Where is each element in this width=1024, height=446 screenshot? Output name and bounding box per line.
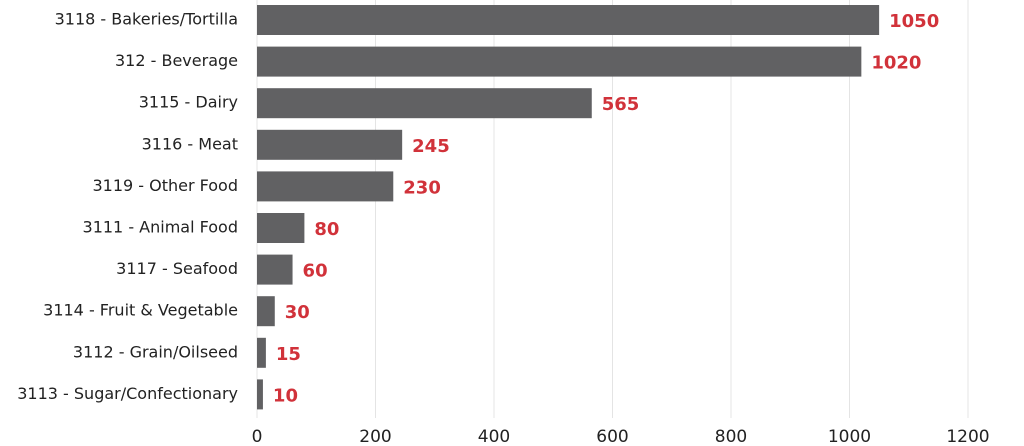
bar (257, 296, 275, 327)
category-label: 3118 - Bakeries/Tortilla (55, 10, 238, 29)
category-label: 3117 - Seafood (116, 259, 238, 278)
data-label: 230 (403, 177, 441, 198)
x-tick-label: 200 (359, 427, 391, 446)
bar (257, 46, 862, 77)
category-label: 3113 - Sugar/Confectionary (17, 384, 238, 403)
data-label: 1050 (889, 11, 939, 32)
data-label: 15 (276, 344, 301, 365)
x-axis-ticks: 0 200 400 600 800 1000 1200 (252, 427, 990, 446)
category-label: 3111 - Animal Food (83, 218, 238, 237)
x-tick-label: 600 (596, 427, 628, 446)
bar (257, 129, 403, 160)
x-tick-label: 0 (252, 427, 263, 446)
bar (257, 337, 266, 368)
x-tick-label: 800 (715, 427, 747, 446)
data-label: 60 (303, 261, 328, 282)
x-tick-label: 400 (478, 427, 510, 446)
x-tick-label: 1000 (828, 427, 871, 446)
data-label: 245 (412, 136, 450, 157)
bar (257, 171, 394, 202)
bar (257, 5, 880, 35)
data-label: 10 (273, 385, 298, 406)
data-labels: 1050 1020 565 245 230 80 60 30 15 10 (273, 11, 939, 406)
bars (257, 5, 880, 410)
data-label: 80 (314, 219, 339, 240)
category-label: 3112 - Grain/Oilseed (73, 342, 238, 361)
category-label: 3115 - Dairy (139, 93, 238, 112)
bar (257, 379, 263, 410)
category-label: 3119 - Other Food (92, 176, 238, 195)
category-label: 3114 - Fruit & Vegetable (43, 301, 238, 320)
data-label: 1020 (871, 53, 921, 74)
category-label: 3116 - Meat (142, 134, 238, 153)
x-tick-label: 1200 (946, 427, 989, 446)
category-labels: 3118 - Bakeries/Tortilla 312 - Beverage 31… (17, 10, 238, 403)
data-label: 565 (602, 94, 640, 115)
data-label: 30 (285, 302, 310, 323)
bar (257, 213, 305, 243)
bar (257, 254, 293, 285)
category-label: 312 - Beverage (115, 51, 238, 70)
bar (257, 88, 592, 119)
